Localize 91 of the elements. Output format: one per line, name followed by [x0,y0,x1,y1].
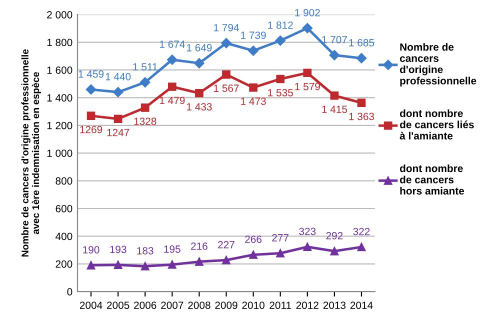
x-tick-label: 2006 [134,302,156,309]
point [140,103,150,112]
x-tick-label: 2008 [188,302,210,309]
point [86,261,96,270]
data-label: 1269 [80,126,102,134]
data-label: 227 [218,241,234,248]
point [275,36,286,46]
data-label: 1 479 [160,96,185,104]
data-label: 1 685 [349,39,374,46]
data-label: 1 812 [268,21,293,29]
data-label: 1 363 [349,112,374,120]
point [194,58,204,68]
data-label: 322 [353,228,370,236]
y-tick-label: 1 600 [47,66,72,74]
data-label: 1 567 [214,84,239,92]
point [195,88,204,98]
y-tick-label: 1 000 [47,150,72,157]
data-label: 1328 [134,118,156,126]
y-axis-title: Nombre de cancers d'origine professionnelle avec 1ère indemnisation en espèce [21,49,42,257]
point [222,70,230,79]
data-label: 1 535 [268,88,293,96]
point [221,38,232,48]
data-label: 1247 [107,128,130,136]
data-label: 1 440 [106,72,131,80]
y-tick-label: 2 000 [47,11,72,18]
data-label: 1 649 [186,44,212,52]
x-tick-label: 2005 [107,302,130,309]
data-label: 193 [110,246,126,254]
point [330,246,339,256]
point [356,53,367,64]
x-tick-label: 2014 [350,302,373,309]
data-label: 1 902 [295,8,320,16]
legend-label: dont nombre de cancers hors amiante [400,164,464,195]
y-tick-label: 200 [56,260,72,268]
point [140,262,150,270]
y-tick-label: 1 800 [47,38,72,46]
data-label: 1 473 [241,98,266,105]
data-label: 323 [299,228,316,236]
point [195,258,204,266]
point [167,54,178,65]
point [302,23,312,34]
legend-label: dont nombre de cancers liés à l'amiante [400,109,474,140]
data-label: 216 [191,242,208,250]
point [222,256,230,264]
point [276,74,285,84]
x-tick-label: 2007 [161,302,184,309]
point [248,46,258,56]
y-tick-label: 0 [67,288,72,296]
x-tick-label: 2013 [323,302,346,309]
data-label: 1 794 [214,24,239,32]
data-label: 277 [272,234,289,242]
point [249,250,258,259]
point [357,242,366,252]
point [276,249,285,258]
data-label: 190 [83,246,100,254]
legend-label: Nombre de cancers d'origine professionnelle [400,43,476,86]
data-label: 1 415 [322,106,348,113]
data-label: 1 739 [241,32,266,39]
data-label: 1 511 [133,63,158,71]
x-tick-label: 2009 [215,302,238,309]
data-label: 266 [245,236,262,243]
y-tick-label: 600 [56,204,72,212]
point [303,68,312,78]
x-tick-label: 2012 [296,302,318,309]
point [114,114,122,124]
data-label: 1 433 [186,103,212,110]
data-label: 1 579 [295,82,320,90]
y-tick-label: 400 [56,232,72,240]
data-label: 195 [164,245,180,253]
y-tick-label: 1 400 [47,94,72,102]
point [357,98,366,107]
point [168,260,176,269]
data-label: 1 459 [78,70,104,78]
data-label: 292 [326,232,343,240]
point [140,77,150,88]
y-tick-label: 800 [56,177,72,185]
point [86,84,96,95]
point [112,87,124,98]
data-label: 183 [137,247,154,254]
y-tick-label: 1 200 [47,122,72,130]
point [249,83,258,92]
x-tick-label: 2004 [80,302,102,309]
point [329,50,340,60]
point [330,91,339,100]
data-label: 1 674 [160,40,185,48]
point [303,242,312,252]
point [86,112,96,120]
x-tick-label: 2011 [270,302,292,309]
point [168,82,176,91]
point [114,260,122,270]
x-tick-label: 2010 [242,302,264,309]
